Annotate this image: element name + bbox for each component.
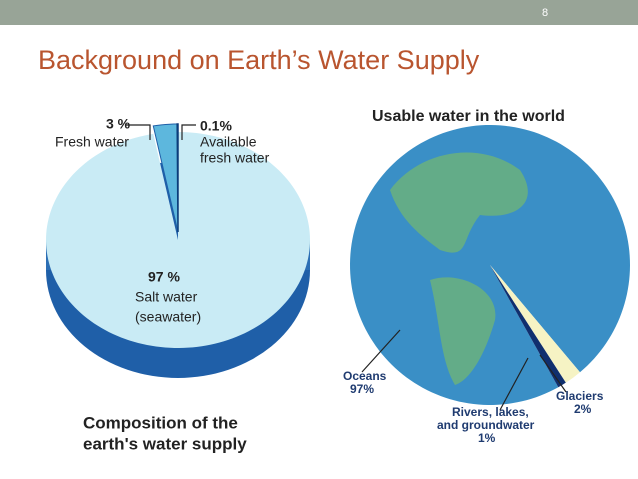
caption: earth's water supply: [83, 434, 247, 453]
value-label: 2%: [574, 402, 592, 416]
slice-label: Available: [200, 134, 257, 150]
slice-label: Oceans: [343, 369, 387, 383]
slice-label: fresh water: [200, 150, 270, 166]
pie-slice: [176, 123, 179, 233]
leader: [125, 124, 151, 140]
slice-label: Salt water: [135, 289, 198, 305]
slice-label: and groundwater: [437, 418, 535, 432]
value-label: 1%: [478, 431, 496, 445]
value-label: 0.1%: [200, 118, 232, 134]
value-label: 97%: [350, 382, 374, 396]
usable-figure: [350, 125, 630, 405]
globe-slice: [490, 265, 580, 383]
land: [430, 277, 496, 385]
leader: [361, 329, 401, 373]
globe-slice: [490, 265, 566, 388]
composition-figure: [46, 123, 310, 378]
land: [390, 152, 528, 253]
leader: [539, 354, 567, 393]
value-label: 3 %: [106, 116, 131, 132]
caption: Composition of the: [83, 413, 238, 432]
slice-label: Rivers, lakes,: [452, 405, 529, 419]
value-label: 97 %: [148, 269, 180, 285]
leader: [181, 124, 196, 140]
usable-title: Usable water in the world: [372, 108, 565, 125]
slide-title: Background on Earth’s Water Supply: [38, 45, 480, 75]
header-bar: [0, 0, 638, 25]
slice-label: (seawater): [135, 309, 201, 325]
pie-slice: [46, 132, 310, 348]
slice-label: Glaciers: [556, 389, 604, 403]
slice-label: Fresh water: [55, 134, 129, 150]
slide-number: 8: [542, 7, 548, 19]
leader: [499, 357, 529, 411]
